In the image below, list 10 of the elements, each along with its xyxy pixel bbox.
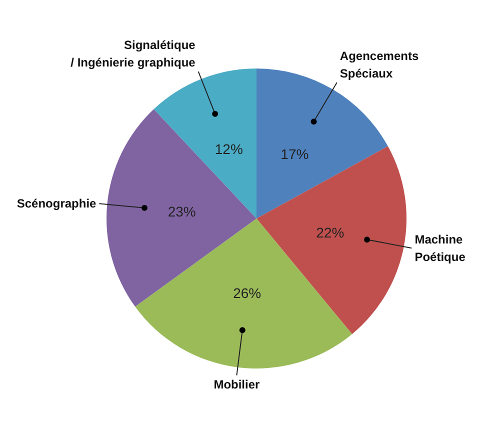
data-label: 12% bbox=[214, 140, 243, 157]
slice-label: Machine Poétique bbox=[414, 232, 466, 264]
data-label: 23% bbox=[168, 203, 196, 220]
data-label: 22% bbox=[316, 224, 344, 241]
slice-label: Signalétique / Ingénierie graphique bbox=[70, 38, 196, 70]
data-label: 26% bbox=[233, 284, 262, 301]
slice-label: Mobilier bbox=[214, 377, 260, 392]
slice-label: Agencements Spéciaux bbox=[340, 49, 419, 81]
data-label: 17% bbox=[280, 146, 309, 162]
slice-label: Scénographie bbox=[16, 196, 97, 211]
